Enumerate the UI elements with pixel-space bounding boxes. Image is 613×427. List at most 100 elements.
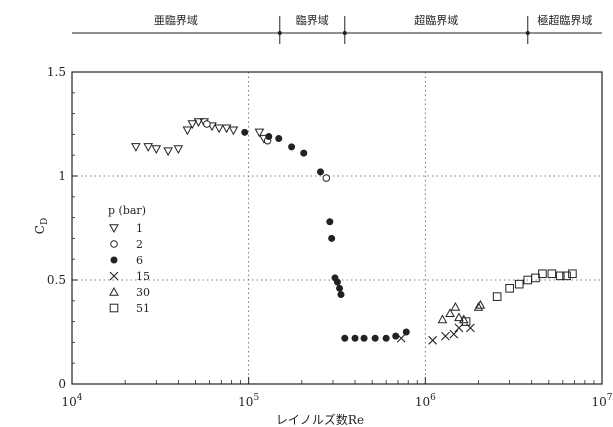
regime-label: 極超臨界域 xyxy=(537,13,592,27)
data-point xyxy=(228,126,239,136)
y-tick-label: 1.5 xyxy=(47,65,66,79)
legend-marker xyxy=(109,271,119,281)
data-point xyxy=(441,331,450,341)
data-point xyxy=(371,334,379,342)
x-tick-base: 10 xyxy=(238,395,253,409)
series-1bar xyxy=(131,118,269,157)
data-point xyxy=(328,234,336,242)
legend-label: 1 xyxy=(136,222,143,235)
legend-marker xyxy=(109,303,119,313)
legend-label: 6 xyxy=(136,254,143,267)
data-point xyxy=(333,278,341,286)
data-point xyxy=(382,334,390,342)
x-axis-title: レイノルズ数Re xyxy=(276,412,364,427)
data-point xyxy=(221,124,232,134)
data-point xyxy=(449,329,459,339)
legend-marker xyxy=(109,224,119,234)
data-point xyxy=(360,334,368,342)
regime-boundary-dot xyxy=(525,31,530,35)
data-point xyxy=(131,143,141,152)
data-point xyxy=(337,291,345,299)
data-point xyxy=(568,269,577,279)
regime-label: 臨界域 xyxy=(296,14,329,27)
x-tick-base: 10 xyxy=(591,395,606,409)
data-point xyxy=(475,299,486,309)
data-point xyxy=(450,302,461,311)
x-tick-exponent: 5 xyxy=(253,393,259,403)
data-point xyxy=(437,314,448,324)
data-point xyxy=(322,174,331,182)
data-point xyxy=(392,332,400,340)
x-tick-exponent: 4 xyxy=(77,393,83,403)
y-axis-title-main: C xyxy=(33,225,47,234)
data-point xyxy=(555,271,565,281)
legend-label: 51 xyxy=(136,302,150,315)
regime-label: 超臨界域 xyxy=(414,13,458,27)
data-point xyxy=(454,312,464,322)
data-points xyxy=(131,118,577,345)
data-point xyxy=(473,302,484,311)
legend-marker xyxy=(110,240,118,248)
series-15bar xyxy=(396,323,475,345)
y-axis-title-sub: D xyxy=(40,218,50,225)
regime-label: 亜臨界域 xyxy=(154,14,198,27)
regime-boundary-dot xyxy=(277,31,282,35)
x-tick-label: 106 xyxy=(415,393,436,409)
x-tick-label: 107 xyxy=(591,393,612,409)
data-point xyxy=(445,308,455,317)
x-tick-base: 10 xyxy=(415,395,430,409)
data-point xyxy=(300,149,308,157)
series-30bar xyxy=(437,299,486,324)
plot-frame xyxy=(71,71,603,385)
data-point xyxy=(207,122,217,132)
legend-label: 15 xyxy=(136,270,150,283)
data-point xyxy=(316,168,324,176)
data-point xyxy=(173,145,184,154)
data-point xyxy=(492,292,502,301)
legend-label: 30 xyxy=(136,286,150,299)
series-51bar xyxy=(461,269,577,326)
data-point xyxy=(163,147,173,157)
data-point xyxy=(538,269,547,279)
y-tick-label: 0 xyxy=(58,377,66,391)
data-point xyxy=(505,284,514,293)
series-2bar xyxy=(203,120,331,182)
data-point xyxy=(396,333,406,343)
series-6bar xyxy=(241,128,410,342)
regime-boundary-dot xyxy=(342,31,347,35)
data-point xyxy=(265,132,273,140)
regime-bar: 亜臨界域 臨界域 超臨界域 極超臨界域 xyxy=(72,13,602,44)
x-tick-exponent: 6 xyxy=(430,393,436,403)
data-point xyxy=(151,145,162,154)
data-point xyxy=(187,120,198,130)
data-point xyxy=(336,284,344,292)
y-axis-title: CD xyxy=(33,218,50,234)
x-tick-base: 10 xyxy=(61,395,76,409)
x-tick-label: 104 xyxy=(61,393,82,409)
data-point xyxy=(341,334,349,342)
data-point xyxy=(402,328,410,336)
legend-label: 2 xyxy=(136,238,143,251)
legend-title: p (bar) xyxy=(108,204,146,217)
data-point xyxy=(461,317,471,326)
x-tick-exponent: 7 xyxy=(607,393,613,403)
legend-marker xyxy=(109,286,119,296)
data-point xyxy=(326,218,334,226)
data-point xyxy=(547,269,557,279)
data-point xyxy=(193,118,204,127)
y-tick-label: 1 xyxy=(58,169,66,183)
data-point xyxy=(182,126,193,136)
data-point xyxy=(514,279,524,289)
grid xyxy=(72,72,602,384)
data-point xyxy=(288,143,296,151)
data-point xyxy=(275,135,283,143)
data-point xyxy=(454,323,464,333)
legend: p (bar) 1 2 6 15 30 51 xyxy=(108,204,150,315)
data-point xyxy=(351,334,359,342)
y-tick-label: 0.5 xyxy=(47,273,66,287)
data-point xyxy=(531,273,540,283)
data-point xyxy=(214,124,224,134)
data-point xyxy=(203,120,211,128)
